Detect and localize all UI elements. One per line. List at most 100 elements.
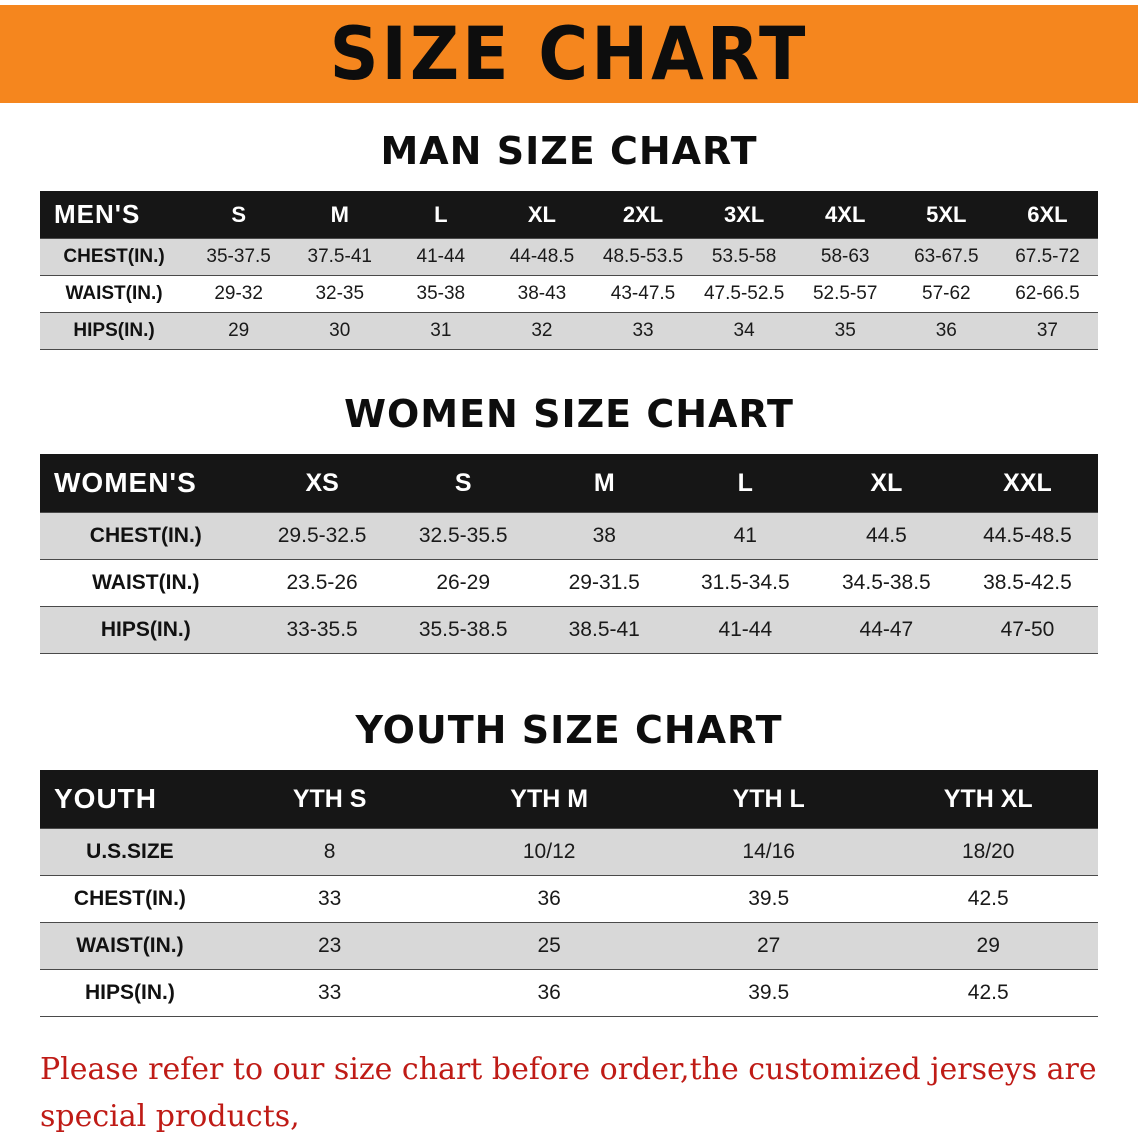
table-cell: 44-47 [859, 618, 914, 641]
table-cell: 34 [733, 320, 755, 341]
table-cell: 44.5 [865, 524, 907, 547]
table-cell: 33 [317, 981, 342, 1004]
table-cell: 25 [537, 934, 561, 957]
table-cell: 33 [632, 320, 654, 341]
table-cell: 37.5-41 [307, 246, 372, 267]
column-header: 6XL [996, 191, 1098, 239]
table-header-row: YOUTH YTH S YTH M YTH L YTH XL [40, 770, 1098, 829]
column-header: 5XL [895, 191, 997, 239]
column-header: XXL [956, 454, 1098, 513]
table-cell: 36 [537, 887, 561, 910]
table-cell: 52.5-57 [812, 283, 878, 304]
table-row: CHEST(IN.) 29.5-32.5 32.5-35.5 38 41 44.5 44.5… [40, 512, 1098, 560]
table-header-row: WOMEN'S XS S M L XL XXL [40, 454, 1098, 513]
table-row: U.S.SIZE 8 10/12 14/16 18/20 [40, 828, 1098, 876]
row-label: HIPS(IN.) [73, 320, 155, 341]
table-cell: 47.5-52.5 [703, 283, 785, 304]
table-cell: 38-43 [517, 283, 567, 304]
table-title-cell: YOUTH [40, 770, 220, 829]
table-cell: 32.5-35.5 [418, 524, 508, 547]
table-cell: 34.5-38.5 [842, 571, 931, 594]
table-cell: 33-35.5 [286, 618, 358, 641]
table-row: HIPS(IN.) 33-35.5 35.5-38.5 38.5-41 41-44 44-… [40, 606, 1098, 654]
size-chart-banner: SIZE CHART [0, 5, 1138, 103]
column-header: 3XL [693, 191, 795, 239]
table-cell: 38 [592, 524, 616, 547]
table-title-cell: WOMEN'S [40, 454, 252, 513]
table-row: WAIST(IN.) 23 25 27 29 [40, 922, 1098, 970]
row-label: CHEST(IN.) [73, 887, 186, 910]
table-cell: 67.5-72 [1015, 246, 1080, 267]
row-label: HIPS(IN.) [85, 981, 175, 1004]
table-title-cell: MEN'S [40, 191, 189, 239]
column-header: YTH XL [878, 770, 1098, 829]
table-cell: 23.5-26 [286, 571, 358, 594]
column-header: XL [491, 191, 593, 239]
column-header: M [289, 191, 391, 239]
table-cell: 23 [317, 934, 342, 957]
table-row: WAIST(IN.) 23.5-26 26-29 29-31.5 31.5-34.5 34… [40, 559, 1098, 607]
table-cell: 36 [935, 320, 957, 341]
table-cell: 29 [228, 320, 250, 341]
column-header: YTH L [658, 770, 879, 829]
column-header: S [392, 454, 534, 513]
table-cell: 57-62 [922, 283, 971, 304]
column-header: YTH M [439, 770, 659, 829]
column-header: L [674, 454, 816, 513]
table-row: WAIST(IN.) 29-32 32-35 35-38 38-43 43-47.5 47.… [40, 275, 1098, 313]
women-section-heading: WOMEN SIZE CHART [344, 392, 794, 436]
table-row: HIPS(IN.) 33 36 39.5 42.5 [40, 969, 1098, 1017]
table-cell: 44.5-48.5 [983, 524, 1072, 547]
table-row: CHEST(IN.) 35-37.5 37.5-41 41-44 44-48.5 48.5… [40, 238, 1098, 276]
disclaimer: Please refer to our size chart before or… [40, 1047, 1118, 1132]
column-header: YTH S [219, 770, 440, 829]
table-cell: 26-29 [436, 571, 491, 594]
column-header: 2XL [592, 191, 694, 239]
row-label: U.S.SIZE [86, 840, 174, 863]
table-cell: 41 [733, 524, 757, 547]
column-header: 4XL [794, 191, 896, 239]
row-label: CHEST(IN.) [89, 524, 202, 547]
table-cell: 42.5 [967, 887, 1009, 910]
column-header: XS [251, 454, 393, 513]
table-cell: 39.5 [748, 981, 790, 1004]
column-header: S [188, 191, 290, 239]
table-cell: 32 [531, 320, 553, 341]
table-cell: 39.5 [748, 887, 790, 910]
table-cell: 41-44 [718, 618, 773, 641]
youth-size-chart-section: YOUTH SIZE CHART YOUTH YTH S YTH M YTH L YTH… [0, 708, 1138, 1017]
table-cell: 62-66.5 [1015, 283, 1080, 304]
size-chart-title: SIZE CHART [329, 11, 809, 97]
table-cell: 29 [976, 934, 1000, 957]
table-cell: 42.5 [967, 981, 1009, 1004]
row-label: WAIST(IN.) [65, 283, 163, 304]
table-cell: 29.5-32.5 [277, 524, 367, 547]
youth-section-heading: YOUTH SIZE CHART [355, 708, 783, 752]
row-label: WAIST(IN.) [76, 934, 184, 957]
row-label: CHEST(IN.) [63, 246, 165, 267]
table-cell: 53.5-58 [711, 246, 777, 267]
table-cell: 43-47.5 [610, 283, 676, 304]
table-cell: 27 [757, 934, 781, 957]
table-cell: 47-50 [1000, 618, 1055, 641]
table-cell: 35-37.5 [206, 246, 271, 267]
table-cell: 29-32 [214, 283, 263, 304]
table-cell: 35.5-38.5 [418, 618, 508, 641]
table-cell: 31.5-34.5 [700, 571, 790, 594]
women-size-chart-section: WOMEN SIZE CHART WOMEN'S XS S M L XL XXL CHEST(… [0, 392, 1138, 654]
table-row: HIPS(IN.) 29 30 31 32 33 34 35 36 37 [40, 312, 1098, 350]
table-cell: 32-35 [315, 283, 365, 304]
table-cell: 44-48.5 [509, 246, 575, 267]
table-header-row: MEN'S S M L XL 2XL 3XL 4XL 5XL 6XL [40, 191, 1098, 239]
column-header: M [533, 454, 675, 513]
table-cell: 30 [329, 320, 351, 341]
table-cell: 33 [317, 887, 342, 910]
table-cell: 29-31.5 [568, 571, 640, 594]
table-cell: 48.5-53.5 [602, 246, 684, 267]
table-cell: 36 [537, 981, 561, 1004]
table-cell: 14/16 [742, 840, 795, 863]
mens-size-table: MEN'S S M L XL 2XL 3XL 4XL 5XL 6XL CHEST(IN.) 35-37… [40, 191, 1098, 350]
table-row: CHEST(IN.) 33 36 39.5 42.5 [40, 875, 1098, 923]
table-cell: 37 [1036, 320, 1058, 341]
table-cell: 41-44 [416, 246, 466, 267]
